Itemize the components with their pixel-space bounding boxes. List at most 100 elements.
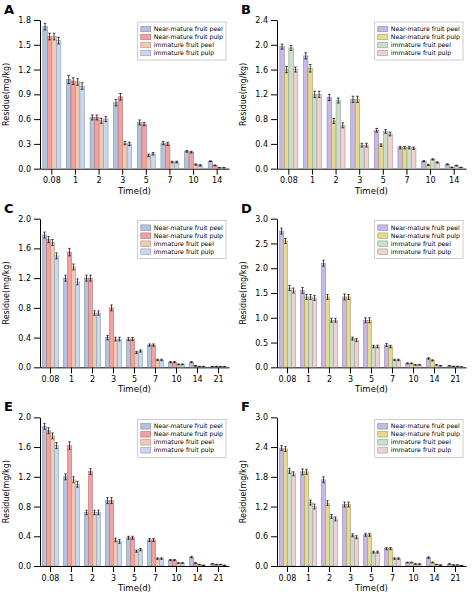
- error-bar-cap: [89, 275, 91, 276]
- error-bar-cap: [385, 346, 387, 347]
- x-tick-label: 2: [90, 574, 95, 583]
- error-bar-cap: [51, 239, 53, 240]
- error-bar: [343, 502, 345, 507]
- error-bar-cap: [91, 119, 94, 120]
- bar: [173, 362, 177, 367]
- bar: [326, 297, 330, 367]
- error-bar: [397, 359, 399, 360]
- error-bar-stem: [449, 563, 450, 564]
- legend-label: immature fruit peel: [391, 41, 451, 49]
- error-bar: [148, 538, 150, 541]
- error-bar-cap: [53, 33, 56, 34]
- chart-root: 0.00.30.60.91.21.51.80.08123571014Near-m…: [0, 0, 474, 596]
- plot-area: 0.00.51.01.52.02.53.00.0812357101421Near…: [255, 215, 466, 384]
- x-tick-label: 2: [327, 375, 332, 384]
- error-bar-cap: [93, 510, 95, 511]
- error-bar: [284, 238, 286, 243]
- error-bar-stem: [394, 558, 395, 559]
- error-bar: [330, 318, 332, 322]
- error-bar-cap: [194, 562, 196, 563]
- legend-label: immature fruit pulp: [391, 248, 451, 256]
- error-bar-stem: [398, 558, 399, 559]
- error-bar: [439, 365, 441, 367]
- error-bar-cap: [148, 346, 150, 347]
- legend-frame: [138, 221, 226, 259]
- legend-swatch: [378, 26, 388, 32]
- error-bar-stem: [411, 562, 412, 564]
- error-bar-stem: [182, 363, 183, 365]
- error-bar-stem: [319, 91, 320, 97]
- error-bar-cap: [418, 364, 420, 365]
- y-tick-label: 0.8: [18, 304, 31, 313]
- x-tick-label: 3: [348, 574, 353, 583]
- legend-item: Near-mature fruit pulp: [141, 232, 223, 240]
- error-bar-cap: [406, 562, 408, 563]
- error-bar-stem: [48, 428, 49, 434]
- error-bar: [115, 99, 118, 106]
- error-bar-cap: [326, 294, 328, 295]
- legend-label: immature fruit peel: [391, 439, 451, 447]
- error-bar-stem: [195, 562, 196, 564]
- error-bar-stem: [220, 366, 221, 367]
- error-bar-cap: [403, 146, 406, 147]
- bar: [417, 365, 421, 367]
- x-tick-mark: [287, 566, 288, 572]
- x-tick-mark: [146, 169, 147, 175]
- error-bar-cap: [55, 252, 57, 253]
- error-bar-stem: [310, 65, 311, 72]
- error-bar-stem: [314, 295, 315, 300]
- error-bar: [173, 559, 175, 560]
- legend-label: Near-mature fruit peel: [391, 25, 460, 33]
- bar: [330, 320, 334, 367]
- error-bar-cap: [214, 164, 217, 165]
- error-bar: [313, 91, 316, 97]
- error-bar-cap: [341, 122, 344, 123]
- error-bar: [309, 500, 311, 505]
- x-tick-label: 7: [390, 574, 395, 583]
- error-bar-cap: [181, 563, 183, 564]
- x-tick: 21: [213, 566, 223, 583]
- error-bar: [288, 468, 290, 473]
- error-bar-stem: [45, 23, 46, 30]
- bar: [364, 320, 368, 367]
- error-bar: [223, 565, 225, 566]
- error-bar: [152, 538, 154, 541]
- error-bar: [104, 117, 107, 122]
- y-tick-label: 0.4: [18, 334, 31, 343]
- error-bar-stem: [428, 164, 429, 165]
- error-bar-cap: [169, 362, 171, 363]
- x-tick-mark: [434, 367, 435, 373]
- error-bar: [385, 344, 387, 347]
- error-bar: [351, 534, 353, 537]
- error-bar-cap: [304, 59, 307, 60]
- error-bar-cap: [309, 72, 312, 73]
- error-bar-cap: [219, 366, 221, 367]
- error-bar-cap: [67, 83, 70, 84]
- error-bar: [47, 428, 49, 434]
- error-bar: [372, 345, 374, 347]
- error-bar-cap: [131, 337, 133, 338]
- error-bar-stem: [224, 366, 225, 367]
- error-bar-cap: [351, 533, 353, 534]
- panel: 0.00.40.81.21.62.00.0812357101421Near-ma…: [2, 201, 230, 395]
- y-tick-label: 0.0: [255, 165, 268, 174]
- y-tick: 2.0: [18, 413, 40, 422]
- x-tick-mark: [176, 566, 177, 572]
- error-bar-cap: [51, 245, 53, 246]
- legend-label: Near-mature fruit pulp: [391, 232, 460, 240]
- series: [284, 65, 454, 169]
- error-bar-cap: [439, 365, 441, 366]
- error-bar-cap: [209, 161, 212, 162]
- bar: [68, 252, 72, 367]
- error-bar-cap: [313, 97, 316, 98]
- error-bar: [410, 362, 412, 364]
- bar: [208, 161, 212, 168]
- y-tick-label: 2.0: [255, 41, 268, 50]
- error-bar-cap: [162, 141, 165, 142]
- panel-label: D: [241, 201, 252, 216]
- error-bar: [152, 153, 155, 155]
- error-bar: [452, 564, 454, 565]
- error-bar: [156, 359, 158, 360]
- bar: [389, 549, 393, 566]
- y-tick-label: 0.0: [18, 363, 31, 372]
